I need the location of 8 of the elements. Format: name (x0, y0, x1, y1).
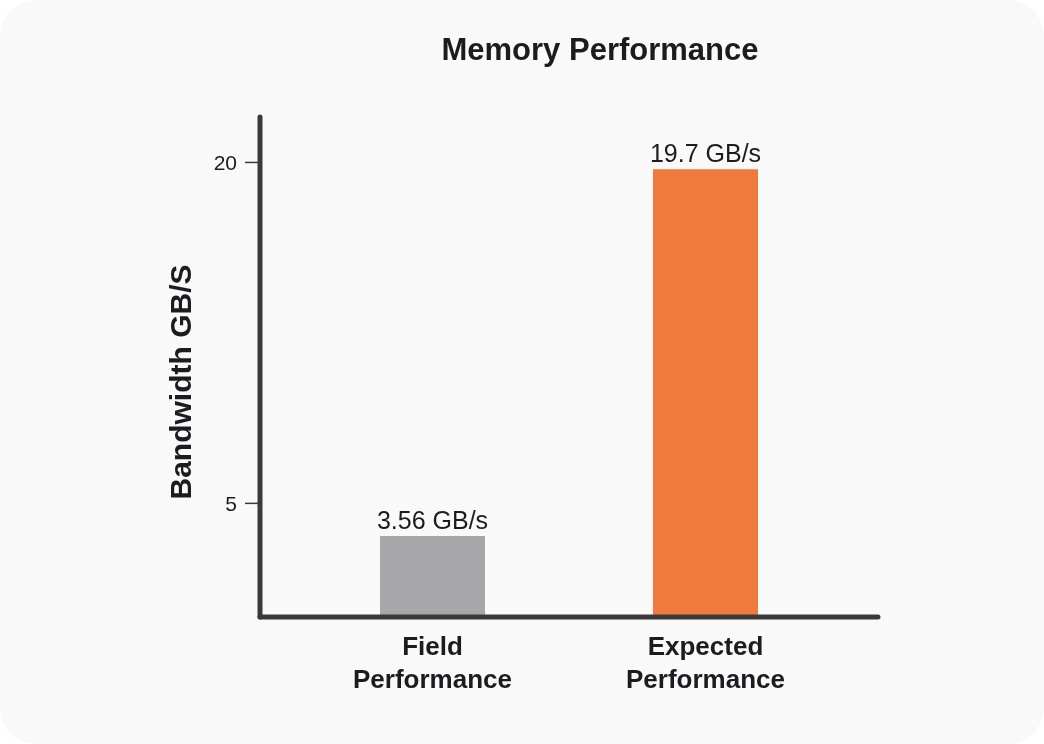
data-label: 3.56 GB/s (376, 506, 489, 535)
x-tick-label: Expected Performance (626, 631, 785, 694)
y-axis-title: Bandwidth GB/S (163, 264, 197, 500)
y-tick-label: 20 (213, 150, 237, 174)
y-tick-label: 5 (225, 491, 237, 515)
data-label: 19.7 GB/s (649, 139, 762, 168)
x-tick-label: Field Performance (353, 631, 512, 694)
chart-title: Memory Performance (440, 31, 760, 69)
